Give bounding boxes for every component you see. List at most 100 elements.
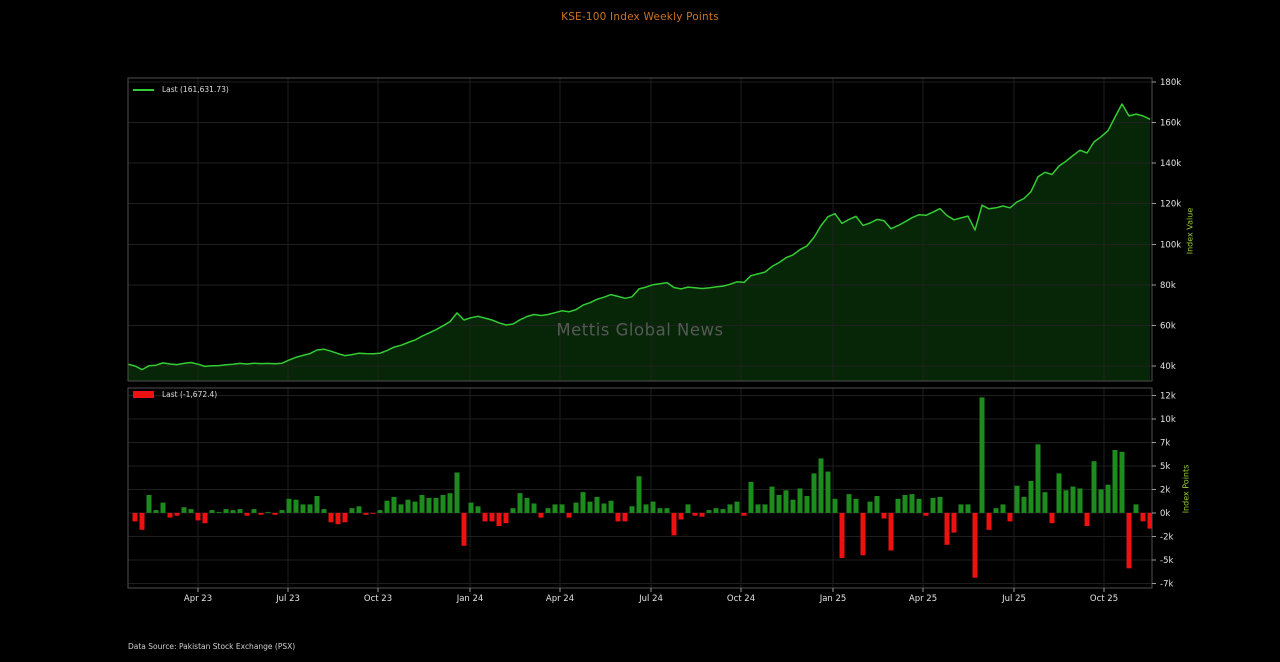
data-source-note: Data Source: Pakistan Stock Exchange (PS… — [128, 642, 296, 651]
weekly-change-bar-positive — [230, 510, 236, 513]
legend-bar-label: Last (-1,672.4) — [162, 390, 218, 399]
weekly-change-bar-positive — [1035, 444, 1041, 513]
y-tick-label: 180k — [1160, 78, 1181, 88]
weekly-change-bar-positive — [1000, 504, 1006, 513]
y-tick-label: -7k — [1160, 579, 1173, 589]
weekly-change-bar-positive — [916, 498, 922, 513]
weekly-change-bar-negative — [258, 512, 264, 515]
weekly-change-bar-positive — [307, 504, 313, 513]
weekly-change-bar-negative — [1140, 512, 1146, 522]
watermark: Mettis Global News — [556, 320, 724, 340]
weekly-change-bar-negative — [972, 512, 978, 578]
weekly-change-bar-positive — [384, 500, 390, 513]
x-tick-label: Oct 23 — [364, 594, 392, 604]
weekly-change-bar-positive — [265, 511, 271, 513]
weekly-change-bar-positive — [1098, 489, 1104, 513]
index-line — [127, 103, 1151, 371]
weekly-change-bar-positive — [377, 510, 383, 513]
weekly-change-bar-positive — [608, 500, 614, 513]
weekly-change-bar-positive — [412, 501, 418, 513]
weekly-change-bar-positive — [657, 508, 663, 513]
weekly-change-bar-negative — [272, 512, 278, 515]
weekly-change-bar-positive — [1112, 450, 1118, 513]
weekly-change-bar-positive — [433, 497, 439, 513]
weekly-change-bar-positive — [314, 496, 320, 513]
weekly-change-bar-negative — [335, 512, 341, 525]
weekly-change-bar-positive — [146, 495, 152, 513]
weekly-change-bar-negative — [839, 512, 845, 558]
weekly-change-bar-negative — [1084, 512, 1090, 526]
weekly-change-bar-positive — [293, 499, 299, 513]
weekly-change-bar-positive — [517, 493, 523, 513]
weekly-change-bar-negative — [678, 512, 684, 520]
weekly-change-bar-negative — [1049, 512, 1055, 524]
weekly-change-bar-positive — [979, 397, 985, 513]
weekly-change-bar-negative — [881, 512, 887, 519]
weekly-change-bar-positive — [426, 497, 432, 513]
weekly-change-bar-negative — [986, 512, 992, 530]
weekly-change-bar-negative — [538, 512, 544, 518]
weekly-change-bar-negative — [496, 512, 502, 526]
weekly-change-bar-positive — [209, 510, 215, 513]
weekly-change-bar-positive — [1042, 492, 1048, 513]
weekly-change-bar-positive — [636, 476, 642, 513]
y-axis-label-index-points: Index Points — [1181, 464, 1191, 514]
weekly-change-bar-negative — [328, 512, 334, 523]
weekly-change-bar-positive — [153, 510, 159, 513]
weekly-change-bar-positive — [650, 501, 656, 513]
y-tick-label: 120k — [1160, 200, 1181, 210]
weekly-change-bar-positive — [524, 497, 530, 513]
weekly-change-bar-positive — [769, 486, 775, 513]
weekly-change-bar-positive — [573, 502, 579, 513]
weekly-change-bar-positive — [447, 493, 453, 513]
legend-line-swatch-icon — [133, 88, 154, 91]
weekly-change-bar-positive — [993, 508, 999, 513]
weekly-change-bar-negative — [342, 512, 348, 523]
x-tick-label: Jul 23 — [275, 594, 300, 604]
weekly-change-bar-positive — [902, 495, 908, 513]
weekly-change-bar-positive — [286, 498, 292, 513]
weekly-change-bar-positive — [510, 508, 516, 513]
weekly-change-bar-negative — [615, 512, 621, 522]
weekly-change-bar-positive — [216, 511, 222, 513]
weekly-change-bar-positive — [664, 508, 670, 513]
weekly-change-bar-positive — [643, 504, 649, 513]
legend-bar-swatch-icon — [133, 391, 154, 398]
weekly-change-bar-positive — [405, 499, 411, 513]
weekly-change-bar-negative — [1007, 512, 1013, 522]
index-area-fill — [128, 104, 1150, 381]
y-tick-label: 40k — [1160, 362, 1176, 372]
weekly-change-bar-positive — [965, 504, 971, 513]
y-tick-label: 5k — [1160, 462, 1170, 472]
x-tick-label: Apr 25 — [909, 594, 937, 604]
weekly-change-bar-negative — [503, 512, 509, 524]
weekly-change-bar-positive — [440, 495, 446, 513]
weekly-change-bar-negative — [860, 512, 866, 556]
weekly-change-bar-positive — [349, 508, 355, 513]
y-tick-label: 100k — [1160, 240, 1181, 250]
weekly-change-bar-negative — [174, 512, 180, 516]
y-tick-label: 2k — [1160, 485, 1170, 495]
weekly-change-bar-negative — [888, 512, 894, 551]
x-tick-label: Jan 24 — [456, 594, 484, 604]
weekly-change-bar-negative — [944, 512, 950, 545]
weekly-change-bar-positive — [909, 494, 915, 513]
weekly-change-bar-positive — [181, 507, 187, 513]
weekly-change-bar-positive — [398, 504, 404, 513]
weekly-change-bar-negative — [195, 512, 201, 521]
weekly-change-bar-positive — [804, 496, 810, 513]
y-tick-label: 60k — [1160, 321, 1176, 331]
weekly-change-bar-positive — [958, 504, 964, 513]
weekly-change-bar-positive — [587, 501, 593, 513]
weekly-change-bar-positive — [685, 504, 691, 513]
weekly-change-bar-positive — [594, 496, 600, 513]
weekly-change-bar-positive — [1028, 481, 1034, 513]
chart-title: KSE-100 Index Weekly Points — [561, 11, 719, 23]
weekly-change-bar-positive — [1070, 486, 1076, 513]
weekly-change-bar-positive — [1063, 490, 1069, 513]
weekly-change-bar-positive — [720, 509, 726, 513]
x-tick-label: Oct 24 — [727, 594, 755, 604]
weekly-change-bar-positive — [1091, 461, 1097, 513]
x-tick-label: Jul 25 — [1001, 594, 1026, 604]
weekly-change-bar-negative — [923, 512, 929, 516]
